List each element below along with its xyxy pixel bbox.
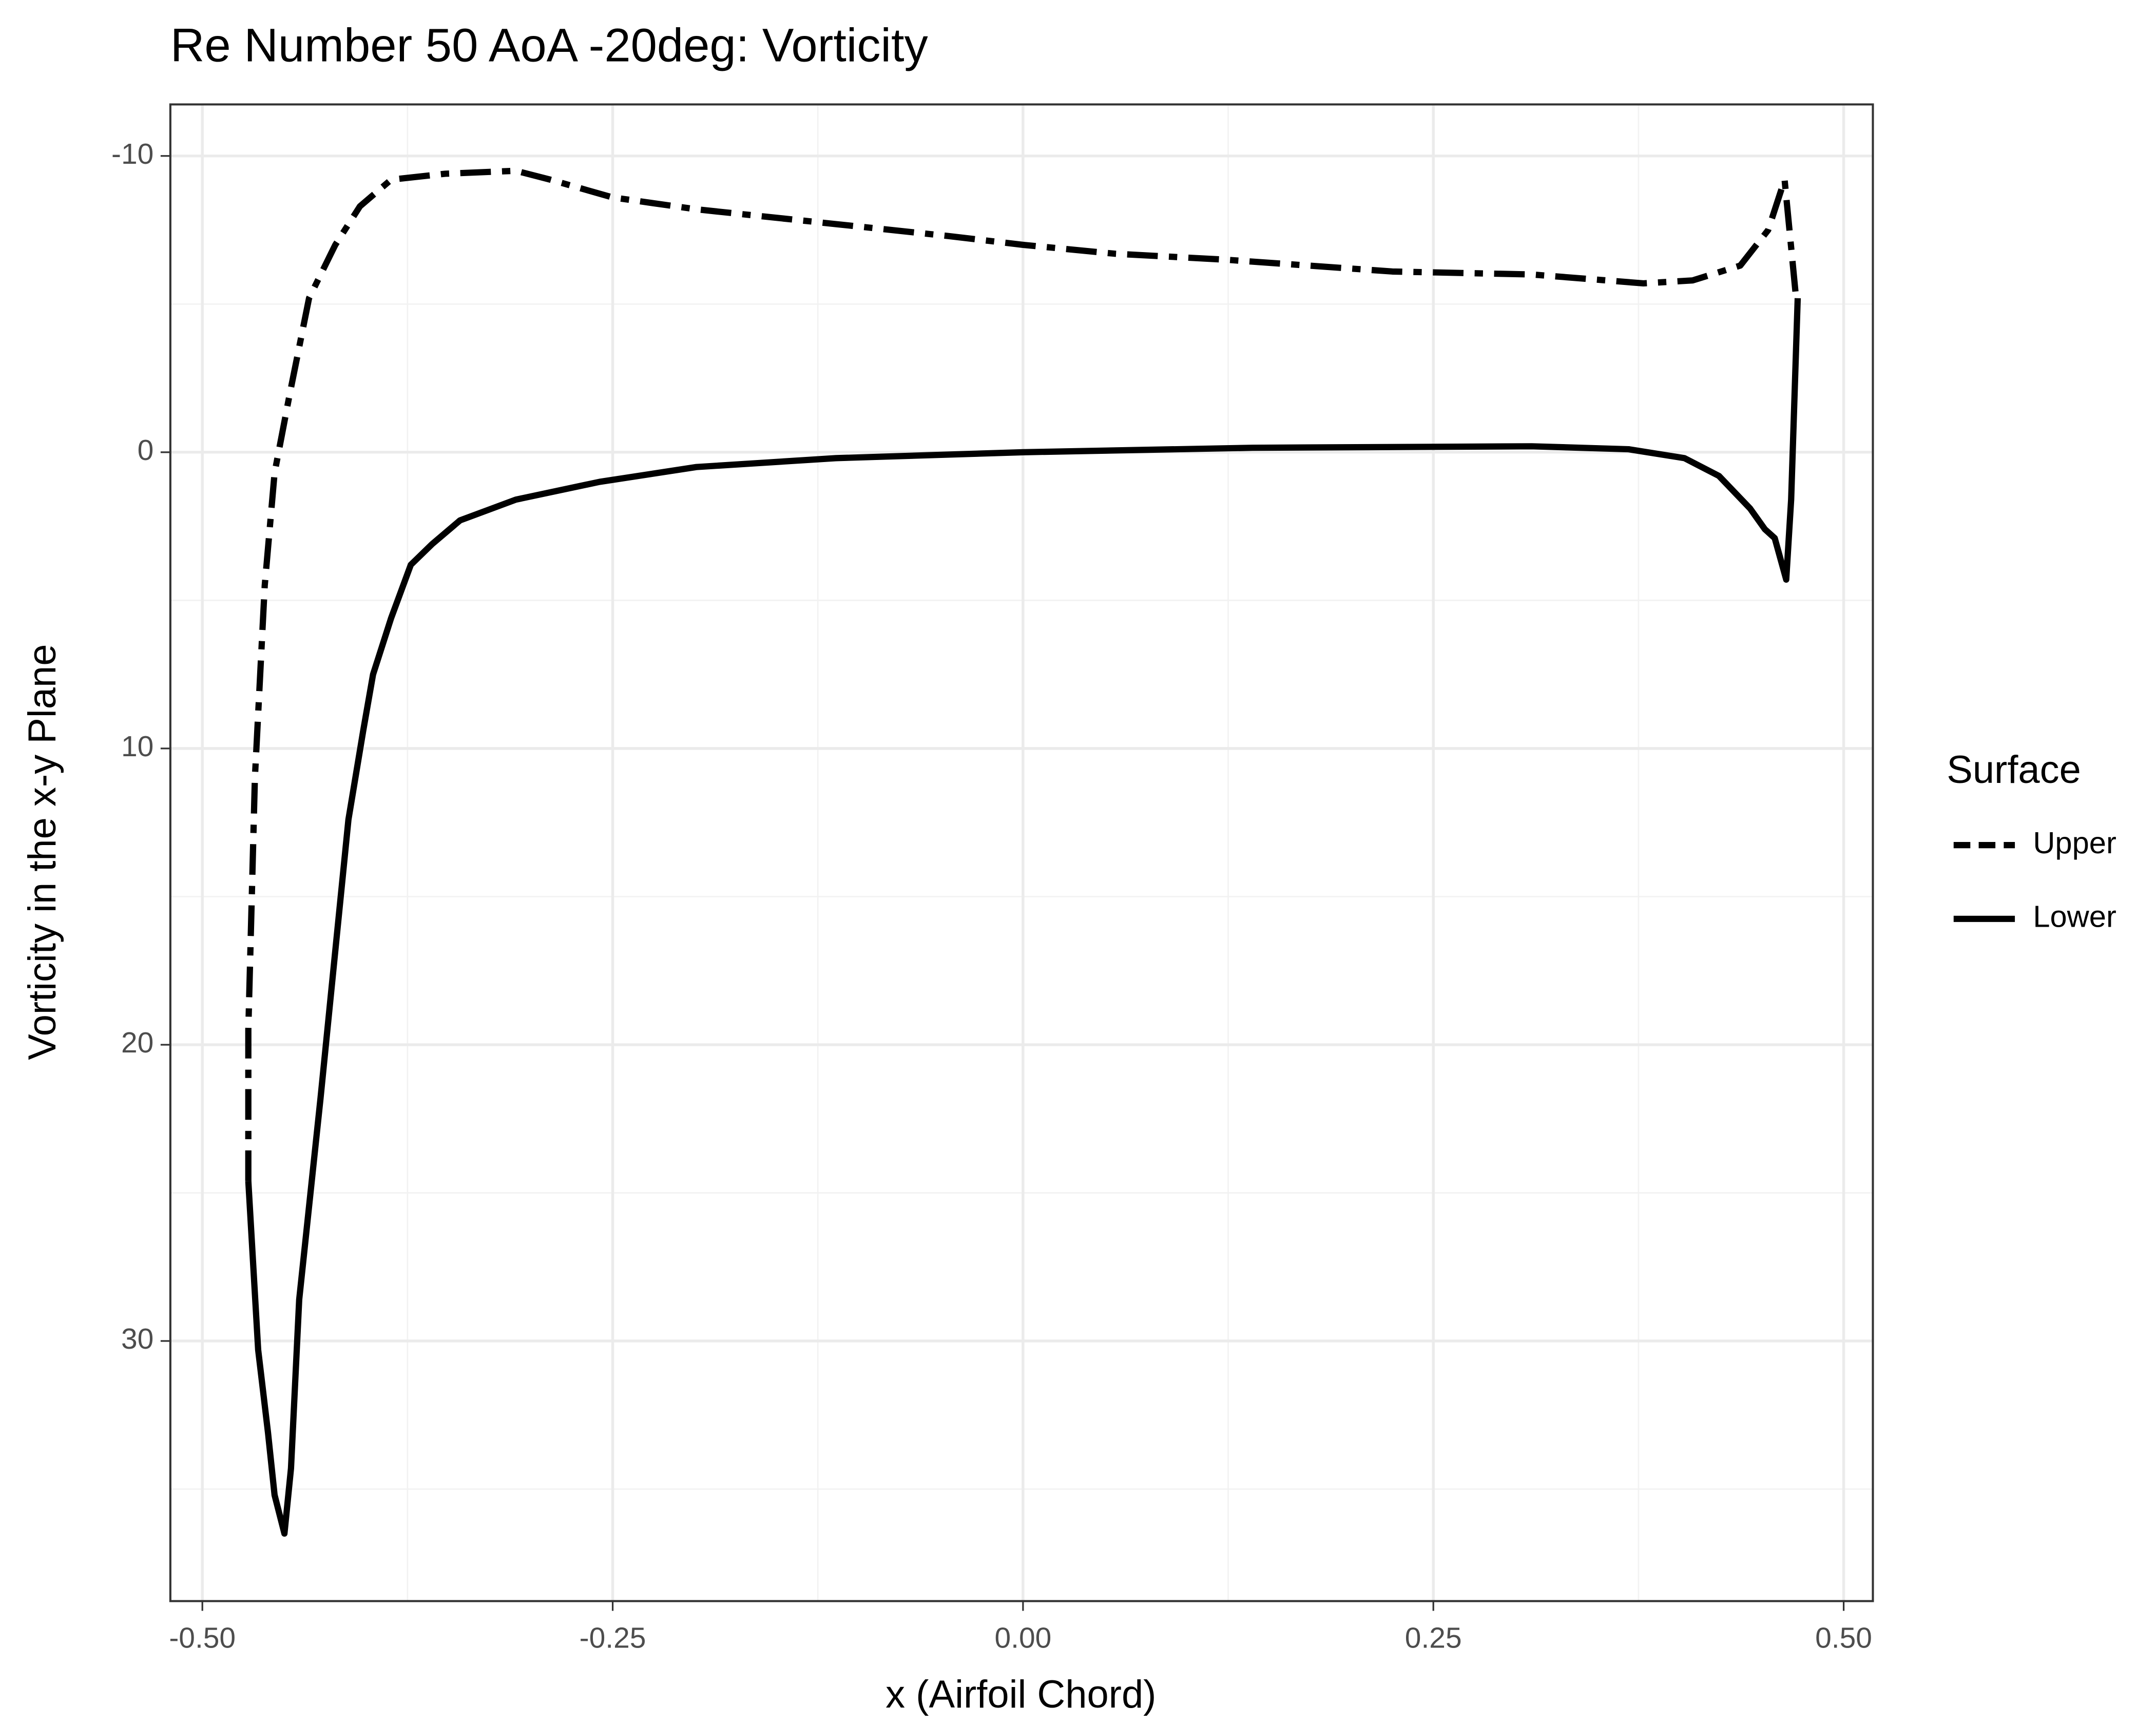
y-tick-label: -10	[111, 138, 153, 170]
y-axis-title: Vorticity in the x-y Plane	[21, 644, 64, 1060]
x-tick-label: 0.00	[994, 1622, 1051, 1655]
x-tick-label: 0.50	[1815, 1622, 1872, 1655]
y-tick-label: 30	[121, 1322, 153, 1355]
series-line	[245, 167, 1799, 1181]
y-tick-label: 20	[121, 1026, 153, 1059]
plot-border	[169, 103, 1874, 1602]
x-tick-label: -0.25	[580, 1622, 646, 1655]
y-tick-label: 10	[121, 730, 153, 763]
y-tick-label: 0	[138, 434, 154, 467]
legend-title: Surface	[1947, 748, 2081, 792]
series-line	[245, 298, 1801, 1537]
chart-title: Re Number 50 AoA -20deg: Vorticity	[170, 18, 928, 71]
x-tick-label: 0.25	[1405, 1622, 1462, 1655]
x-tick-label: -0.50	[169, 1622, 236, 1655]
x-axis-title: x (Airfoil Chord)	[886, 1673, 1156, 1716]
legend-label: Lower	[2033, 899, 2116, 934]
legend-label: Upper	[2033, 826, 2116, 860]
